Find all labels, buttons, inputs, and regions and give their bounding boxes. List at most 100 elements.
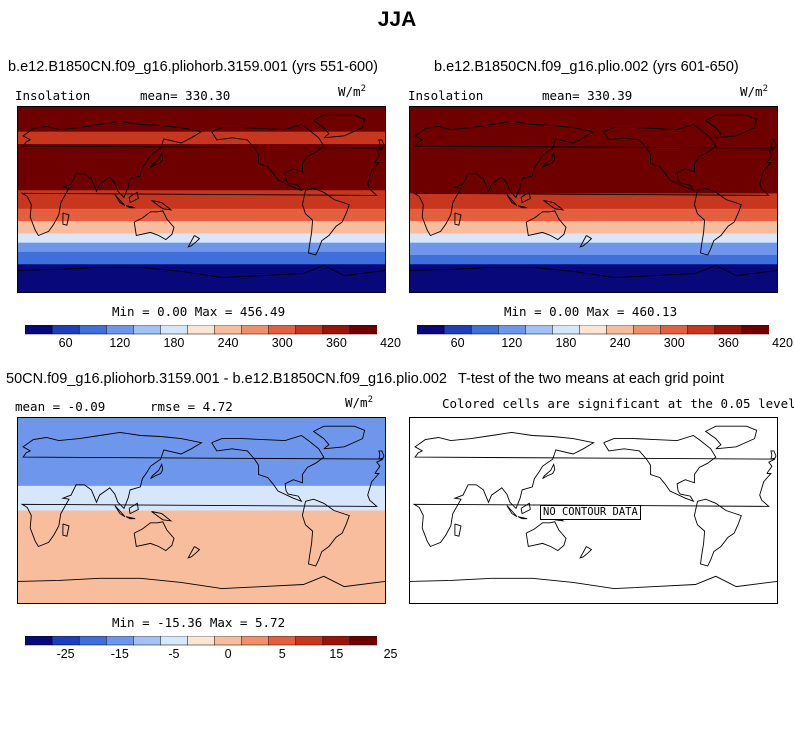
panel2-band-22 [410,174,777,179]
panel1-band-38 [18,224,385,228]
panel3-band-16 [18,467,385,472]
panel3-colorbar-tick-label: 15 [329,647,344,661]
panel3-band-25 [18,495,385,499]
panel2-colorbar-tick-label: 180 [555,336,577,350]
panel1-colorbar-box-12 [349,325,377,335]
panel1-colorbar-box-9 [268,325,297,335]
panel1-stats: Min = 0.00 Max = 456.49 [112,304,286,319]
panel3-band-59 [18,599,385,603]
panel2-map-canvas [410,107,777,292]
panel2-colorbar-box-8 [633,325,662,335]
panel4-coastline-7 [454,523,462,537]
panel4-coastline-5 [410,575,777,590]
panel2-band-6 [410,125,777,130]
panel3-band-55 [18,587,385,592]
panel2-colorbar-tick-label: 420 [772,336,793,350]
panel4-coastline-0 [412,431,776,548]
panel2-colorbar-box-1 [443,325,472,335]
panel2-colorbar-tick-label: 240 [609,336,631,350]
panel3-coastline-8 [114,505,126,518]
panel1-variable-label: Insolation [15,88,91,103]
panel3-coastline-12 [378,450,385,460]
panel2-colorbar-box-3 [497,325,526,335]
panel2-band-26 [410,187,777,191]
panel1-units: W/m2 [338,84,366,100]
panel3-colorbar-tick-label: -15 [110,647,129,661]
panel2-colorbar-box-4 [525,325,553,335]
panel2-coastline-11 [543,200,565,211]
panel2-colorbar-box-6 [579,325,608,335]
panel3-colorbar-box-4 [133,636,161,646]
panel1-coastline-13 [187,235,201,248]
panel1-band-56 [18,279,385,284]
panel2-colorbar-ticks: 60 120 180 240 300 360 420 [417,336,793,352]
panel1-coastline-11 [151,200,173,211]
panel1-band-21 [18,171,385,176]
panel3-band-10 [18,448,385,453]
figure-title: JJA [377,8,417,31]
panel2-band-8 [410,131,777,136]
panel3-band-57 [18,593,385,598]
panel1-title: b.e12.B1850CN.f09_g16.pliohorb.3159.001 … [8,59,379,75]
panel3-coastline-10 [128,502,139,515]
panel4-subtitle: Colored cells are significant at the 0.0… [442,396,794,411]
panel1-band-51 [18,264,385,268]
panel2-colorbar-box-2 [470,325,499,335]
panel4-coastline-13 [579,546,593,559]
panel3-band-37 [18,532,385,536]
panel2-mean-label: mean= 330.39 [542,88,633,103]
panel2-band-55 [410,276,777,281]
panel1-colorbar-box-4 [133,325,161,335]
panel3-band-28 [18,504,385,509]
panel1-band-17 [18,159,385,164]
panel1-band-53 [18,270,385,275]
panel1-band-55 [18,276,385,281]
panel3-band-51 [18,575,385,579]
panel1-band-37 [18,221,385,225]
panel2-colorbar-box-12 [741,325,769,335]
panel2-band-45 [410,245,777,250]
panel3-band-48 [18,566,385,570]
panel1-coastline-12 [378,139,385,149]
panel2-band-4 [410,119,777,124]
panel1-band-14 [18,150,385,154]
panel3-coastline-1 [211,435,325,503]
panel1-band-44 [18,242,385,247]
no-contour-data-label: NO CONTOUR DATA [540,505,641,520]
panel3-stats: Min = -15.36 Max = 5.72 [112,615,286,630]
panel1-band-24 [18,181,385,185]
panel2-band-47 [410,251,777,256]
panel1-colorbar-box-8 [241,325,270,335]
panel2-colorbar-tick-label: 60 [450,336,465,350]
panel2-band-41 [410,233,777,238]
panel2-colorbar-tick-label: 360 [717,336,739,350]
panel1-coastline-5 [18,264,385,279]
panel3-band-5 [18,433,385,438]
panel2-band-31 [410,202,777,207]
panel3-band-49 [18,569,385,573]
panel3-colorbar-box-6 [187,636,216,646]
panel1-band-11 [18,140,385,145]
panel2-colorbar-box-9 [660,325,689,335]
panel3-band-41 [18,544,385,549]
panel2-band-48 [410,255,777,259]
panel1-band-33 [18,208,385,213]
panel2-band-36 [410,218,777,222]
panel1-colorbar-tick-label: 360 [325,336,347,350]
panel2-coastline-5 [410,264,777,279]
panel1-coastline-8 [114,194,126,207]
panel3-band-47 [18,562,385,567]
panel1-band-58 [18,285,385,290]
panel2-band-19 [410,165,777,170]
panel2-band-10 [410,137,777,142]
panel2-coastline-9 [517,205,528,209]
panel3-band-39 [18,538,385,542]
panel3-coastline-9 [125,516,136,520]
panel3-band-45 [18,556,385,561]
panel2-band-51 [410,264,777,268]
panel1-band-25 [18,184,385,188]
panel1-band-59 [18,288,385,292]
panel3-colorbar-box-9 [268,636,297,646]
panel3-band-50 [18,572,385,576]
panel2-band-25 [410,184,777,188]
